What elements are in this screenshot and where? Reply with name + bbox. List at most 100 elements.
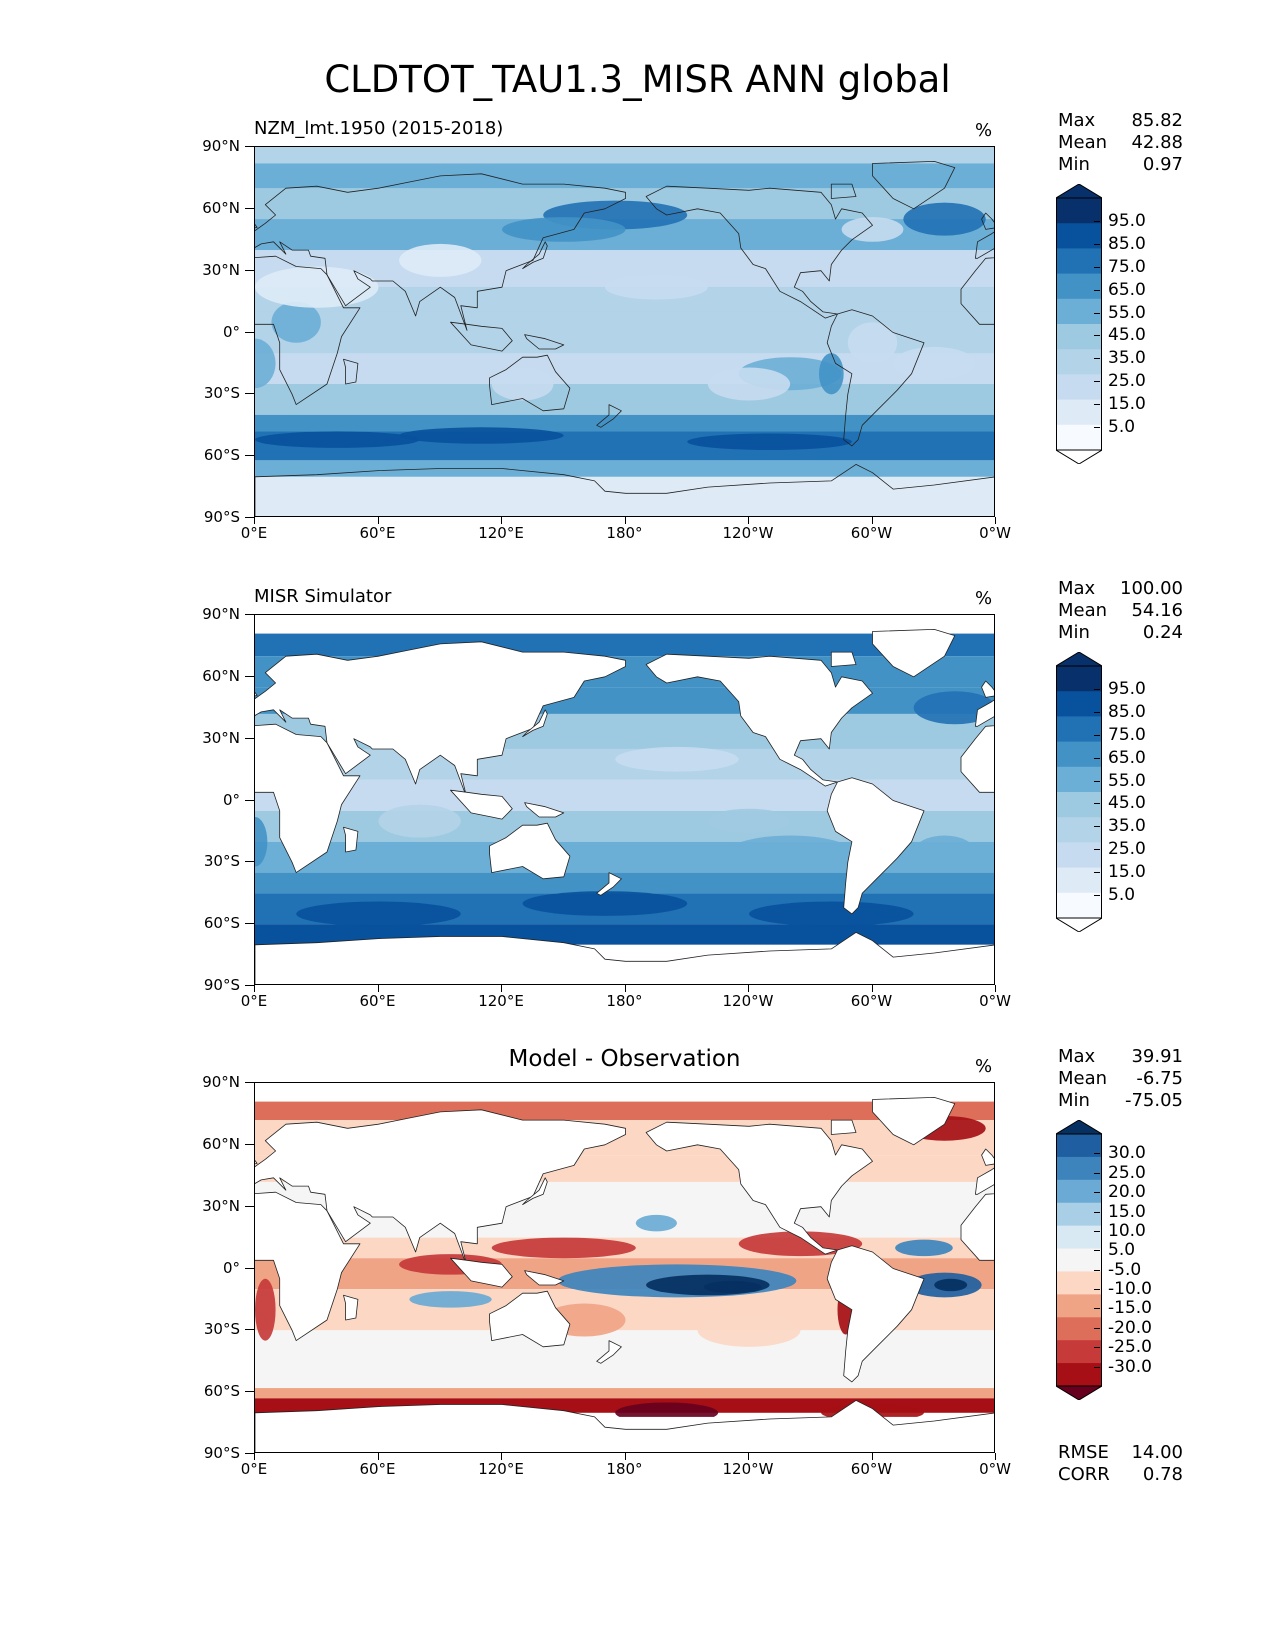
coastline-new-guinea: [524, 1270, 565, 1286]
colorbar-frame: [1056, 1133, 1102, 1387]
x-tick-label: 0°W: [979, 1460, 1011, 1478]
colorbar-label: 20.0: [1108, 1182, 1146, 1203]
stat-value: 14.00: [1131, 1442, 1183, 1463]
x-tick-label: 120°E: [478, 1460, 524, 1478]
colorbar-label: 15.0: [1108, 394, 1146, 415]
field-blob: [687, 433, 852, 450]
map-svg: [255, 1083, 994, 1452]
y-tick-label: 90°N: [202, 1073, 240, 1091]
coastline-greenland: [872, 628, 956, 678]
panel-title: Model - Observation: [508, 1046, 741, 1072]
x-tick-label: 60°W: [850, 524, 893, 542]
colorbar-segment: [1056, 1340, 1102, 1364]
y-tick-label: 60°N: [202, 666, 240, 685]
stats-box: Max 85.82 Mean 42.88 Min 0.97: [1058, 110, 1183, 176]
x-tick-label: 180°: [606, 992, 643, 1010]
field-blob: [604, 274, 708, 300]
field-blob: [893, 346, 976, 380]
colorbar-segment: [1056, 766, 1102, 793]
x-tick-label: 120°W: [722, 524, 774, 542]
coastline-australia: [489, 354, 571, 412]
y-tick-label: 30°N: [202, 728, 240, 747]
stat-label: Min: [1058, 1090, 1090, 1111]
map-model: [254, 146, 995, 517]
stat-label: Max: [1058, 1046, 1096, 1067]
field-blob: [703, 1280, 762, 1294]
colorbar-tick: [1094, 1269, 1100, 1271]
x-tick-label: 60°W: [850, 1460, 893, 1478]
colorbar-label: 10.0: [1108, 1220, 1146, 1241]
colorbar-segment: [1056, 223, 1102, 249]
coastline-greenland: [872, 1096, 956, 1146]
colorbar-segment: [1056, 792, 1102, 818]
x-tick: [995, 1453, 996, 1460]
figure-title: CLDTOT_TAU1.3_MISR ANN global: [324, 58, 951, 101]
field-blob: [749, 901, 914, 927]
colorbar-label: 15.0: [1108, 862, 1146, 883]
colorbar-label: 75.0: [1108, 724, 1146, 745]
colorbar-tick: [1094, 1230, 1100, 1232]
missing-north: [255, 1083, 994, 1102]
coastline-uk: [981, 212, 994, 230]
map-diff: [254, 1082, 995, 1453]
colorbar-label: 35.0: [1108, 348, 1146, 369]
colorbar-tick: [1094, 872, 1100, 874]
field-blob: [934, 1278, 968, 1292]
colorbar-tick: [1094, 1172, 1100, 1174]
coastline-indonesia: [450, 1257, 513, 1288]
stat-max: Max 100.00: [1058, 578, 1183, 600]
field-blob: [913, 691, 994, 725]
x-tick: [501, 985, 502, 992]
stat-label: Mean: [1058, 600, 1108, 621]
field-layer: [255, 147, 994, 516]
coastline-australia: [489, 1290, 571, 1348]
field-blob: [255, 816, 268, 867]
x-tick-label: 120°W: [722, 1460, 774, 1478]
colorbar-tick: [1094, 358, 1100, 360]
y-tick-label: 30°N: [202, 1196, 240, 1215]
stat-label: Min: [1058, 154, 1090, 175]
colorbar-segment: [1056, 1294, 1102, 1318]
field-layer: [255, 1083, 994, 1452]
colorbar-extend-top: [1056, 184, 1102, 199]
x-tick-label: 120°E: [478, 992, 524, 1010]
colorbar-segment: [1056, 1179, 1102, 1204]
coastline-eurasia: [975, 699, 994, 727]
colorbar-tick: [1094, 1308, 1100, 1310]
y-tick-label: 60°S: [203, 1382, 240, 1401]
colorbar-segment: [1056, 1134, 1102, 1158]
colorbar-tick: [1094, 1289, 1100, 1291]
y-tick-label: 60°S: [203, 914, 240, 933]
colorbar-label: 25.0: [1108, 1162, 1146, 1183]
colorbar-extend-top: [1056, 1120, 1102, 1135]
colorbar-tick: [1094, 895, 1100, 897]
colorbar-segment: [1056, 424, 1102, 451]
y-tick: [245, 455, 254, 457]
y-tick: [245, 1267, 254, 1269]
colorbar-frame: [1056, 197, 1102, 451]
colorbar-tick: [1094, 266, 1100, 268]
colorbar-label: 25.0: [1108, 371, 1146, 392]
colorbar-tick: [1094, 826, 1100, 828]
y-tick-label: 30°S: [203, 852, 240, 871]
coastline-eurasia: [255, 173, 626, 331]
x-tick-label: 60°E: [359, 992, 396, 1010]
colorbar-segment: [1056, 691, 1102, 717]
colorbar-label: 45.0: [1108, 793, 1146, 814]
colorbar-tick: [1094, 688, 1100, 690]
x-tick-label: 0°E: [240, 1460, 268, 1478]
missing-north: [255, 615, 994, 634]
colorbar-tick: [1094, 312, 1100, 314]
stat-min: Min -75.05: [1058, 1090, 1183, 1112]
colorbar-obs: [1056, 652, 1102, 932]
colorbar-segment: [1056, 273, 1102, 300]
units-label: %: [975, 588, 993, 609]
stats-box: Max 100.00 Mean 54.16 Min 0.24: [1058, 578, 1183, 644]
coastlines: [255, 1096, 994, 1452]
map-obs: [254, 614, 995, 985]
field-band: [255, 460, 994, 477]
y-tick-label: 0°: [222, 790, 240, 809]
colorbar-label: 55.0: [1108, 302, 1146, 323]
x-tick: [871, 517, 873, 524]
colorbar-label: 15.0: [1108, 1201, 1146, 1222]
